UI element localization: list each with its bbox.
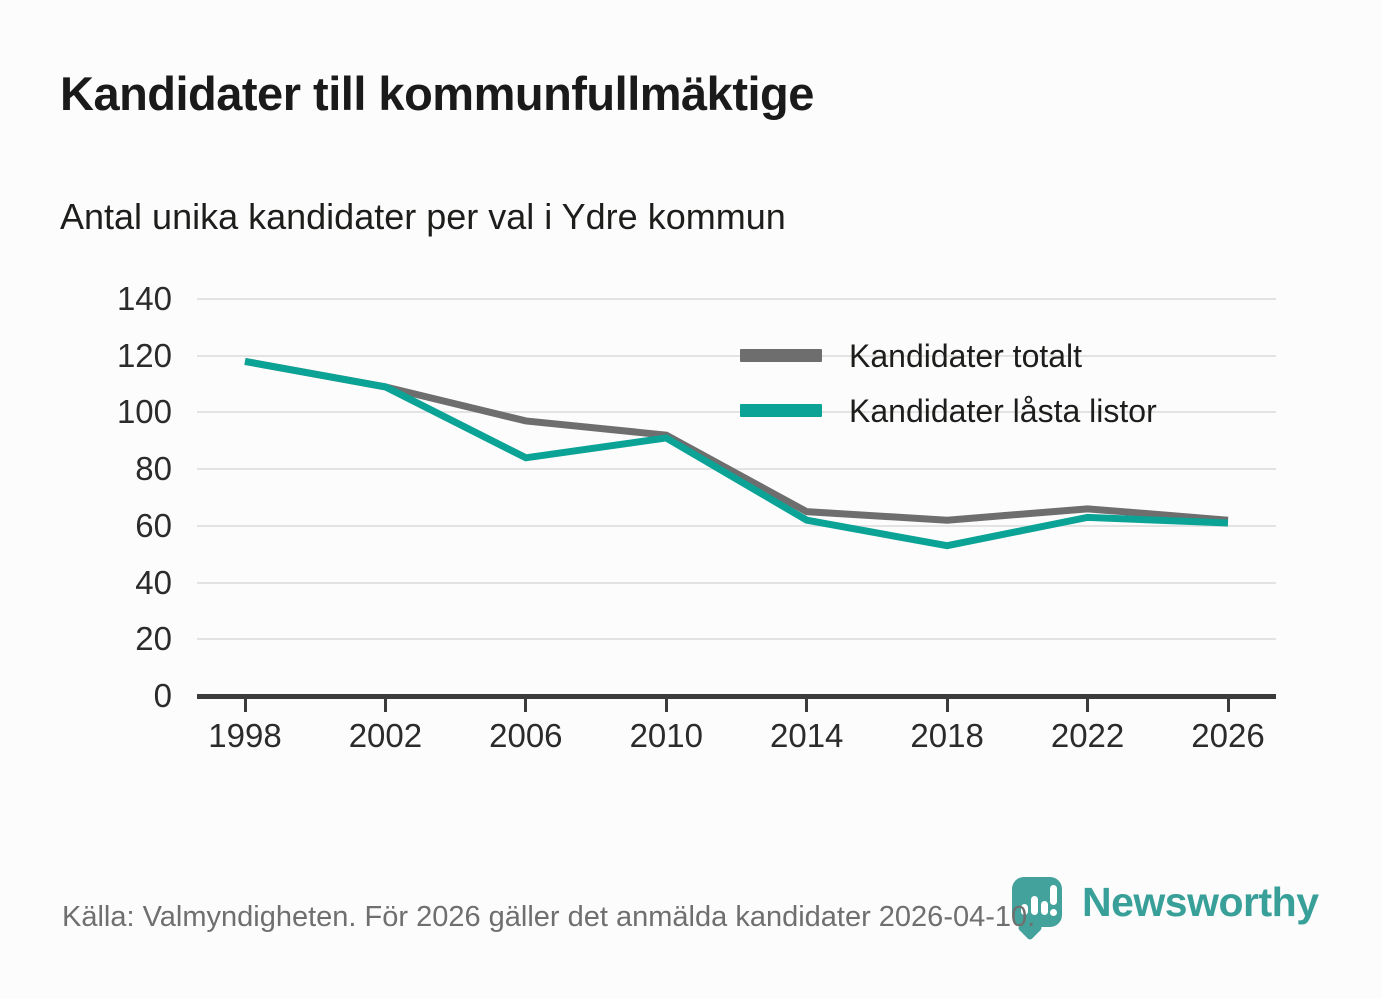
x-tick-label-2010: 2010 bbox=[629, 717, 703, 754]
x-tick-label-2014: 2014 bbox=[769, 717, 844, 754]
x-tick-mark-2022 bbox=[1086, 699, 1090, 712]
y-tick-label-120: 120 bbox=[116, 336, 172, 374]
legend-label-kandidater-totalt: Kandidater totalt bbox=[849, 338, 1083, 374]
gridline-y-120 bbox=[197, 354, 1276, 357]
x-tick-mark-1998 bbox=[243, 699, 247, 712]
page-title: Kandidater till kommunfullmäktige bbox=[60, 67, 814, 120]
gridline-y-80 bbox=[197, 468, 1276, 471]
source-note: Källa: Valmyndigheten. För 2026 gäller d… bbox=[62, 901, 1036, 933]
x-tick-label-2026: 2026 bbox=[1191, 717, 1265, 754]
series-line-kandidater-totalt bbox=[244, 357, 1229, 524]
bar-chart-glyph bbox=[1031, 896, 1038, 915]
y-tick-label-80: 80 bbox=[135, 450, 172, 488]
y-tick-label-20: 20 bbox=[135, 620, 172, 658]
x-tick-mark-2026 bbox=[1226, 699, 1230, 712]
x-tick-mark-2018 bbox=[945, 699, 949, 712]
x-tick-mark-2006 bbox=[524, 699, 528, 712]
gridline-y-20 bbox=[197, 638, 1276, 641]
bar-chart-glyph bbox=[1041, 901, 1048, 915]
legend-label-kandidater-lasta-listor: Kandidater låsta listor bbox=[849, 393, 1157, 429]
y-tick-label-0: 0 bbox=[153, 677, 172, 714]
legend-swatch-kandidater-lasta-listor bbox=[740, 404, 822, 417]
legend-swatch-kandidater-totalt bbox=[740, 349, 822, 362]
x-tick-label-2018: 2018 bbox=[910, 717, 984, 754]
x-tick-mark-2002 bbox=[383, 699, 387, 712]
y-tick-label-40: 40 bbox=[135, 563, 172, 601]
y-tick-label-140: 140 bbox=[116, 280, 172, 317]
chart-subtitle: Antal unika kandidater per val i Ydre ko… bbox=[60, 196, 786, 237]
exclamation-glyph bbox=[1050, 885, 1057, 905]
exclamation-dot bbox=[1050, 909, 1057, 916]
bar-chart-glyph bbox=[1021, 904, 1028, 915]
x-axis-line bbox=[197, 694, 1276, 699]
x-tick-label-1998: 1998 bbox=[208, 717, 282, 754]
x-tick-label-2006: 2006 bbox=[489, 717, 563, 754]
gridline-y-40 bbox=[197, 581, 1276, 584]
gridline-y-140 bbox=[197, 298, 1276, 300]
y-tick-label-60: 60 bbox=[135, 506, 172, 544]
x-tick-label-2002: 2002 bbox=[348, 717, 423, 754]
newsworthy-pin-icon bbox=[1012, 877, 1062, 927]
x-tick-label-2022: 2022 bbox=[1050, 717, 1125, 754]
gridline-y-60 bbox=[197, 524, 1276, 527]
x-tick-mark-2014 bbox=[805, 699, 809, 712]
brand-wordmark: Newsworthy bbox=[1082, 879, 1319, 925]
y-tick-label-100: 100 bbox=[116, 393, 172, 431]
x-tick-mark-2010 bbox=[664, 699, 668, 712]
